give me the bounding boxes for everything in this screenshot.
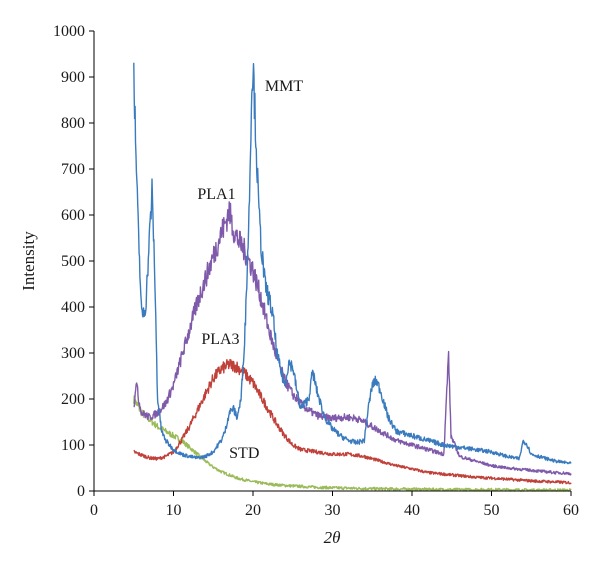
series-label-std: STD xyxy=(229,445,259,462)
y-tick-label: 600 xyxy=(61,207,85,224)
series-line-mmt xyxy=(133,62,572,465)
y-tick-label: 300 xyxy=(61,345,85,362)
y-tick-label: 700 xyxy=(61,161,85,178)
y-tick-label: 200 xyxy=(61,391,85,408)
y-tick-label: 500 xyxy=(61,253,85,270)
annotation-layer: MMT PLA1 PLA3 STD xyxy=(197,78,303,462)
y-tick-label: 800 xyxy=(61,115,85,132)
series-line-pla1 xyxy=(133,201,572,476)
x-axis-title: 2θ xyxy=(324,528,341,547)
y-tick-label: 400 xyxy=(61,299,85,316)
x-tick-label: 20 xyxy=(245,502,261,519)
series-label-pla3: PLA3 xyxy=(201,331,239,348)
series-label-mmt: MMT xyxy=(265,78,303,95)
y-tick-label: 900 xyxy=(61,69,85,86)
tick-layer: 0 100 200 300 400 500 600 700 800 900 1000 0 10 20 30 4… xyxy=(53,23,579,519)
y-tick-label: 0 xyxy=(77,483,85,500)
x-tick-label: 40 xyxy=(404,502,420,519)
x-tick-label: 50 xyxy=(484,502,500,519)
series-layer xyxy=(133,62,572,492)
y-tick-label: 1000 xyxy=(53,23,85,40)
y-axis-title: Intensity xyxy=(19,231,38,291)
x-tick-label: 60 xyxy=(563,502,579,519)
x-tick-label: 10 xyxy=(166,502,182,519)
x-tick-label: 30 xyxy=(325,502,341,519)
series-line-std xyxy=(133,395,572,492)
x-tick-label: 0 xyxy=(90,502,98,519)
series-line-pla3 xyxy=(133,358,572,485)
y-tick-label: 100 xyxy=(61,437,85,454)
series-label-pla1: PLA1 xyxy=(197,186,235,203)
